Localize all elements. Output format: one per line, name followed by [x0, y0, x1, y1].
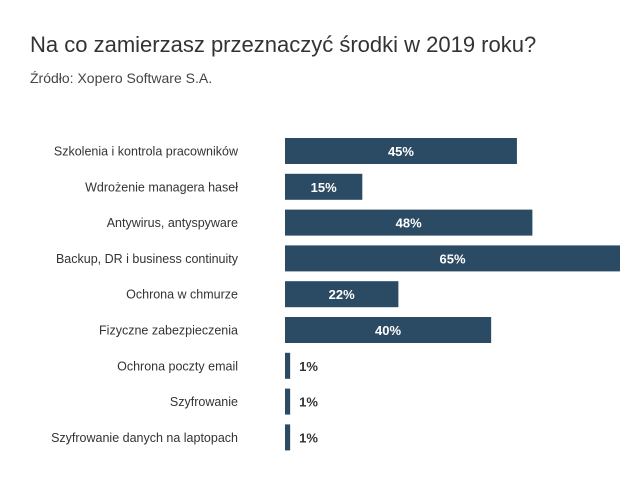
chart-title: Na co zamierzasz przeznaczyć środki w 20…	[30, 32, 537, 57]
category-label: Szkolenia i kontrola pracowników	[54, 145, 239, 159]
bar	[285, 317, 492, 343]
category-label: Backup, DR i business continuity	[56, 252, 239, 266]
data-label: 1%	[299, 430, 318, 445]
category-labels: Szkolenia i kontrola pracowników Wdrożeni…	[51, 145, 239, 445]
bar	[285, 138, 517, 164]
data-labels: 45% 15% 48% 65% 22% 40% 1% 1% 1%	[299, 144, 466, 445]
data-label: 40%	[375, 323, 401, 338]
data-label: 48%	[396, 216, 422, 231]
bar	[285, 281, 399, 308]
bar	[285, 173, 363, 200]
category-label: Antywirus, antyspyware	[107, 216, 238, 230]
bar	[285, 352, 291, 379]
category-label: Ochrona poczty email	[117, 359, 238, 373]
data-label: 1%	[299, 359, 318, 374]
data-label: 45%	[388, 144, 414, 159]
data-label: 1%	[299, 395, 318, 410]
chart-source: Źródło: Xopero Software S.A.	[30, 70, 213, 86]
data-label: 22%	[329, 287, 355, 302]
bar	[285, 209, 533, 236]
category-label: Szyfrowanie	[170, 395, 238, 409]
category-label: Ochrona w chmurze	[126, 288, 238, 302]
data-label: 15%	[311, 180, 337, 195]
data-label: 65%	[439, 251, 465, 266]
category-label: Wdrożenie managera haseł	[85, 180, 238, 194]
bar	[285, 424, 291, 451]
bars	[285, 138, 620, 451]
category-label: Szyfrowanie danych na laptopach	[51, 431, 238, 445]
bar	[285, 388, 291, 415]
category-label: Fizyczne zabezpieczenia	[99, 324, 238, 338]
bar	[285, 245, 620, 272]
